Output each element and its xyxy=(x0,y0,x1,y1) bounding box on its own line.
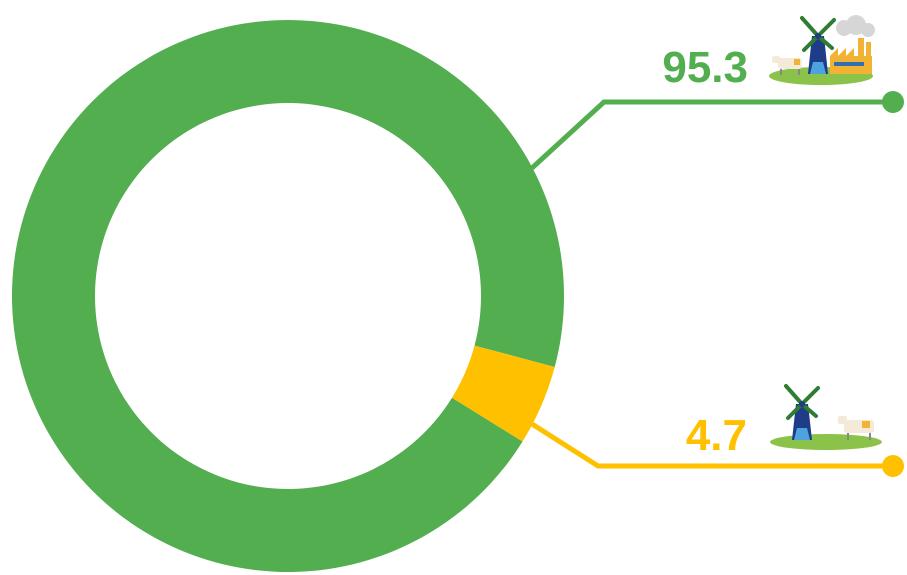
donut-slice-0 xyxy=(12,19,565,572)
slice-label-value-0: 95.3 xyxy=(662,43,748,92)
donut-slices xyxy=(12,19,565,572)
leader-lines xyxy=(530,91,904,477)
slice-label-value-1: 4.7 xyxy=(686,411,747,460)
leader-1-dot xyxy=(882,455,904,477)
donut-slice-1 xyxy=(451,345,555,442)
leader-0-line xyxy=(530,99,893,170)
leader-1-line xyxy=(530,421,893,469)
leader-0-dot xyxy=(882,91,904,113)
windmill-cow-factory-icon xyxy=(769,15,875,85)
windmill-cow-icon xyxy=(770,384,882,450)
